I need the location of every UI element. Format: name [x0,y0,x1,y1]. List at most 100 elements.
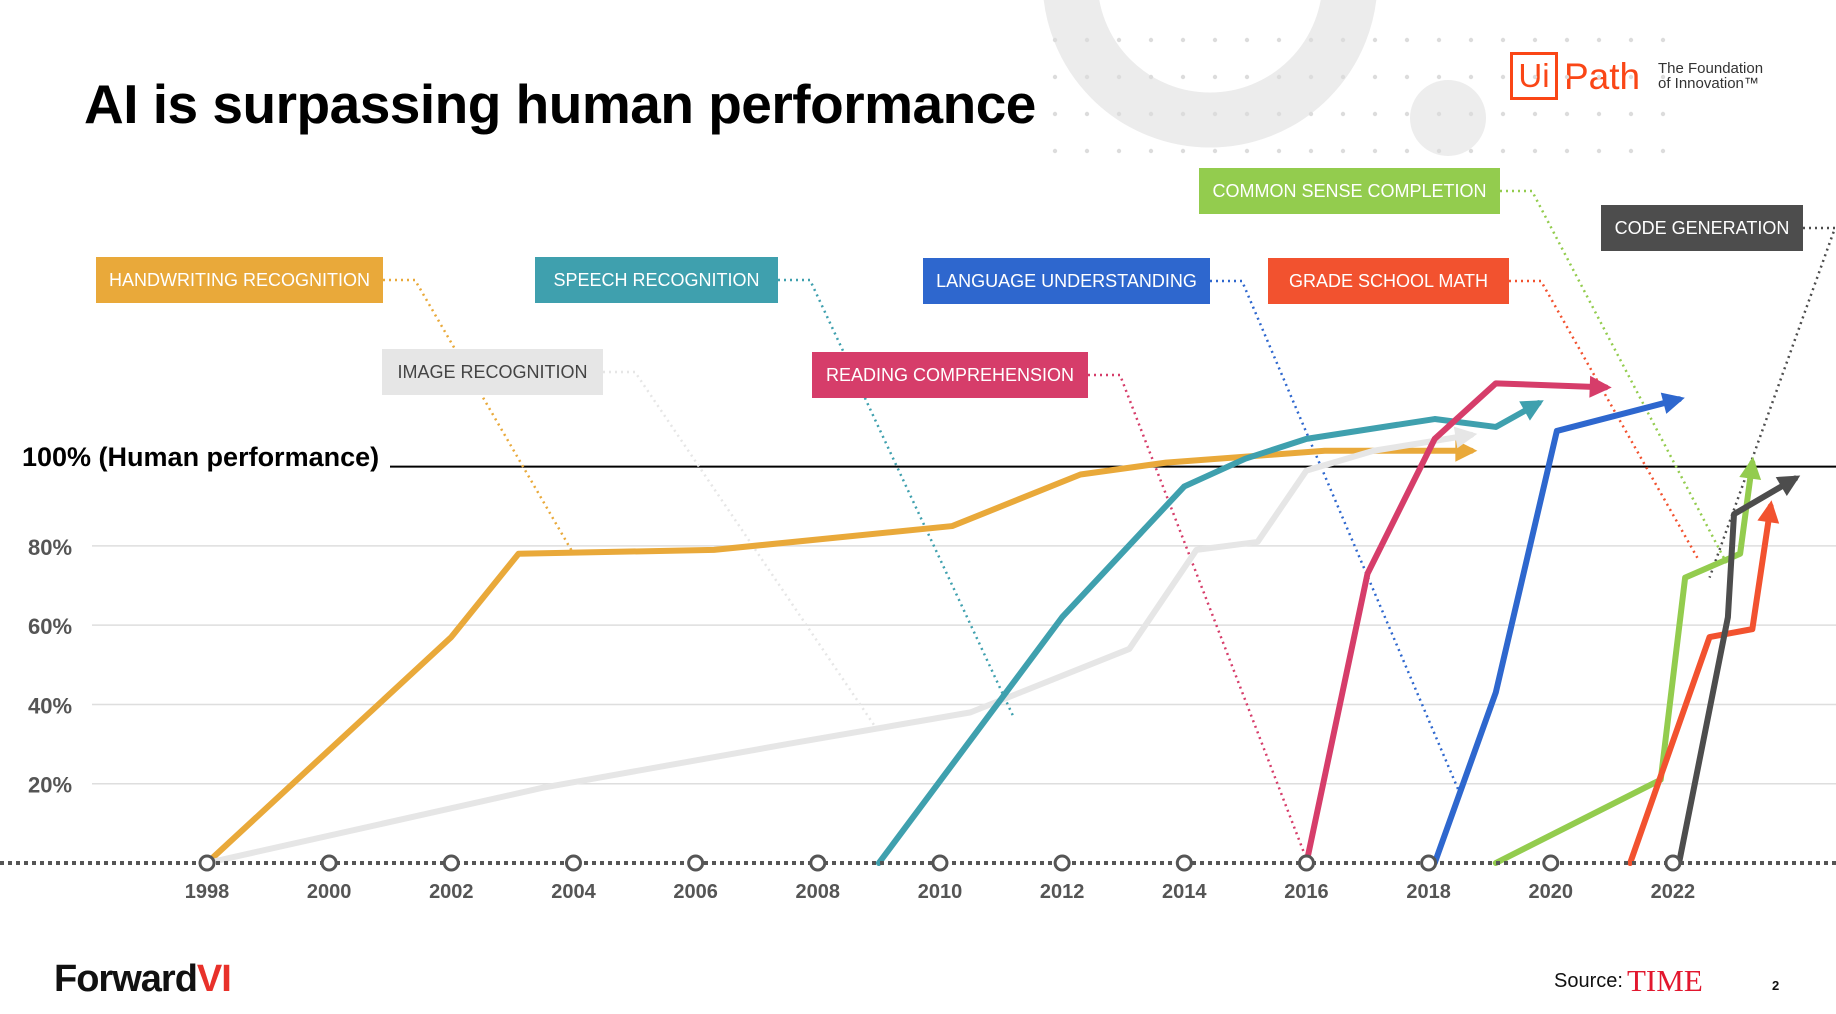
decor-dot [1116,74,1122,80]
decor-dot [1500,74,1506,80]
x-tick-label: 2014 [1162,881,1207,903]
x-tick-label: 2008 [796,881,841,903]
decor-dot [1244,111,1250,117]
series-line [875,400,1542,866]
brand-prefix: Forward [54,958,198,1000]
decor-dot [1660,37,1666,43]
series-arrowhead [1453,426,1478,449]
y-tick-label: 80% [28,535,72,560]
x-tick-label: 2012 [1040,881,1085,903]
decor-dot [1596,74,1602,80]
decor-dot [1084,148,1090,154]
series-line [1303,380,1609,866]
decor-dot [1564,148,1570,154]
x-tick-label: 2010 [918,881,963,903]
decor-dot [1596,148,1602,154]
series-line [1627,503,1774,866]
decor-dot [1244,148,1250,154]
series-arrowhead [1757,500,1780,524]
decor-dot [1436,74,1442,80]
decor-dot [1212,111,1218,117]
series-arrowhead [1739,456,1762,480]
source-label: Source: [1554,970,1623,992]
x-axis: 1998 2000 2002 2004 2006 2008 2010 2012 2014 2016… [0,854,1836,903]
decor-dot [1116,148,1122,154]
connector [1210,279,1461,793]
callout-language-understanding: LANGUAGE UNDERSTANDING [923,258,1210,304]
decor-dot [1596,37,1602,43]
x-tick-marker [1175,854,1193,872]
callout-reading-comprehension: READING COMPREHENSION [812,352,1088,398]
connector [1708,226,1836,579]
decor-dot [1404,148,1410,154]
decor-dot [1308,111,1314,117]
x-tick-label: 2020 [1529,881,1574,903]
series-arrowhead [1589,375,1612,398]
decor-dot [1660,111,1666,117]
series-arrowhead [1519,400,1544,421]
decor-dot [1468,148,1474,154]
decor-dot [1052,148,1058,154]
x-tick-label: 2016 [1284,881,1329,903]
decor-dot [1148,37,1154,43]
connector [1088,373,1308,860]
decor-dot [1500,111,1506,117]
decor-dot [1116,37,1122,43]
uipath-logo: Ui Path The Foundation of Innovation™ [1510,52,1800,104]
decor-dot [1084,37,1090,43]
decor-dot [1404,111,1410,117]
decor-dot [1404,37,1410,43]
decor-dot [1148,74,1154,80]
decor-dot [1500,37,1506,43]
brand-suffix: VI [196,958,232,1000]
callout-speech-recognition: SPEECH RECOGNITION [535,257,778,303]
series-line [1676,475,1799,866]
decor-dot [1340,111,1346,117]
decor-dot [1372,111,1378,117]
decor-dot [1180,74,1186,80]
callout-connectors [383,189,1836,860]
decor-dot [1084,74,1090,80]
decor-dot [1276,37,1282,43]
x-tick-marker [320,854,338,872]
background-decoration [1043,0,1666,156]
chart-grid: 20% 40% 60% 80% [28,465,1836,798]
x-tick-marker [564,854,582,872]
callout-common-sense-completion: COMMON SENSE COMPLETION [1199,168,1500,214]
decor-dot [1180,148,1186,154]
decor-dot [1148,148,1154,154]
slide-title: AI is surpassing human performance [84,73,1036,135]
x-tick-marker [687,854,705,872]
decor-dot [1372,74,1378,80]
forward-vi-logo: ForwardVI [54,958,232,1001]
decor-dot [1180,111,1186,117]
x-tick-marker [198,854,216,872]
decor-dot [1596,111,1602,117]
decor-dot [1340,74,1346,80]
series-arrowhead [1660,392,1685,414]
decor-dot [1308,37,1314,43]
connector [603,370,880,733]
decor-dot [1628,148,1634,154]
decor-dot [1308,74,1314,80]
decor-dot [1564,111,1570,117]
x-tick-marker [1053,854,1071,872]
decor-dot [1532,148,1538,154]
x-tick-marker [931,854,949,872]
x-tick-label: 2022 [1651,881,1696,903]
x-tick-label: 2018 [1406,881,1451,903]
decor-dot [1052,37,1058,43]
decor-dot [1340,37,1346,43]
decor-dot [1116,111,1122,117]
x-tick-marker [1664,854,1682,872]
human-performance-label: 100% (Human performance) [22,442,380,472]
y-tick-label: 40% [28,693,72,718]
decor-dot [1436,37,1442,43]
x-tick-marker [1542,854,1560,872]
decor-ring [1043,0,1377,148]
decor-dot [1372,148,1378,154]
connector [778,278,1015,717]
decor-dot [1436,111,1442,117]
decor-dot [1532,74,1538,80]
